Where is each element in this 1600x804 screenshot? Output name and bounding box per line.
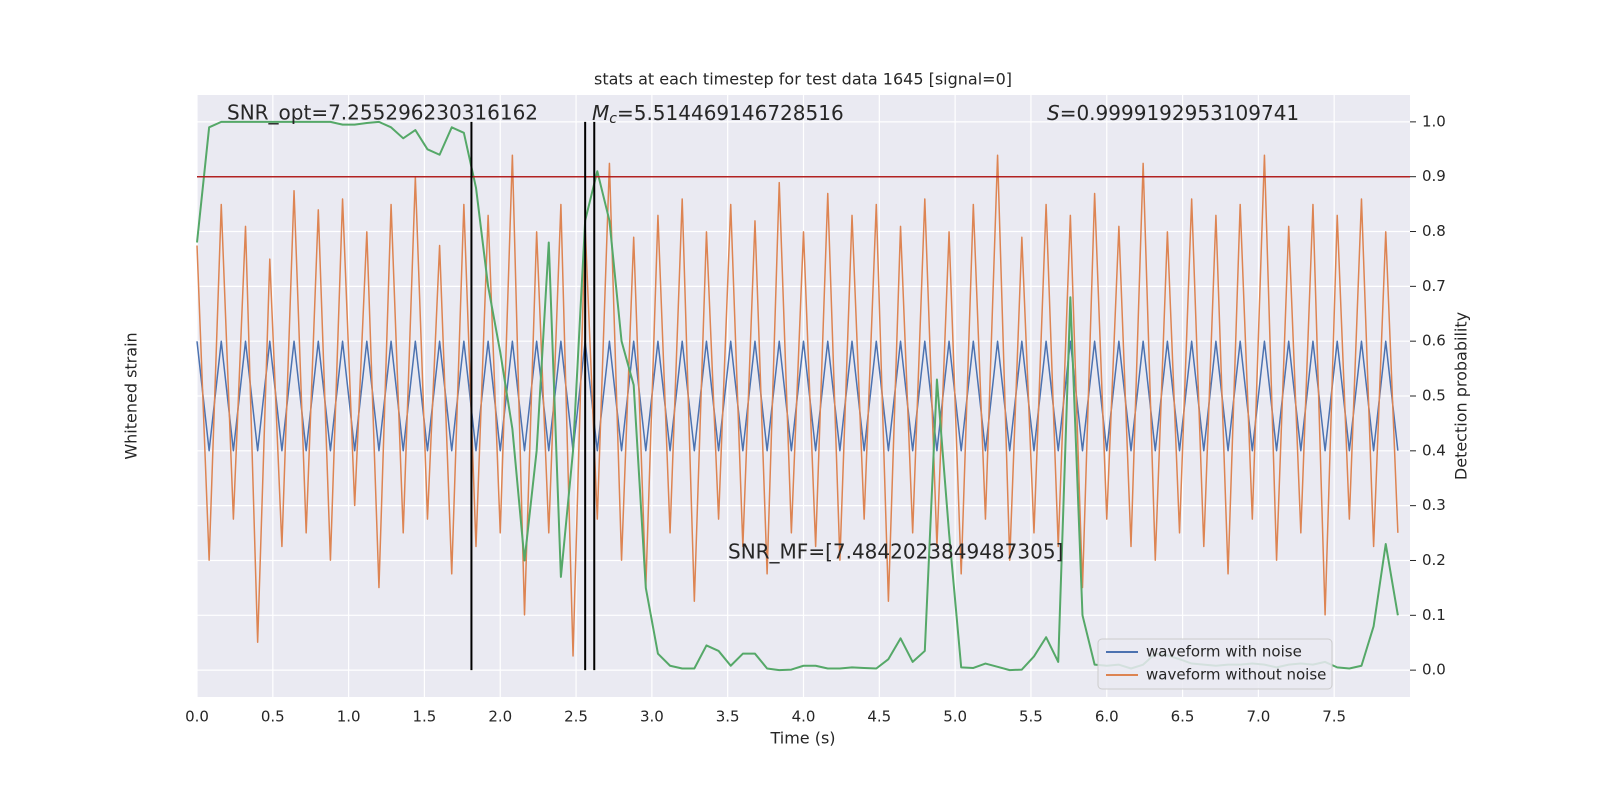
y2-tick-label: 0.1 bbox=[1422, 606, 1446, 624]
x-tick-label: 1.5 bbox=[413, 708, 437, 726]
x-tick-label: 1.0 bbox=[337, 708, 361, 726]
x-tick-label: 3.0 bbox=[640, 708, 664, 726]
x-tick-label: 6.0 bbox=[1095, 708, 1119, 726]
annotation-symbol: S bbox=[1047, 101, 1060, 125]
annotation: Mc=5.514469146728516 bbox=[592, 101, 844, 128]
x-tick-label: 0.5 bbox=[261, 708, 285, 726]
annotation: SNR_opt=7.255296230316162 bbox=[227, 101, 538, 125]
y2-tick-label: 0.7 bbox=[1422, 277, 1446, 295]
x-tick-label: 5.5 bbox=[1019, 708, 1043, 726]
y2-tick-label: 0.5 bbox=[1422, 387, 1446, 405]
y2-tick-label: 0.4 bbox=[1422, 441, 1446, 459]
x-tick-label: 6.5 bbox=[1171, 708, 1195, 726]
x-tick-label: 3.5 bbox=[716, 708, 740, 726]
y2-tick-label: 0.3 bbox=[1422, 496, 1446, 514]
y2-tick-label: 1.0 bbox=[1422, 112, 1446, 130]
y2-axis-label: Detection probability bbox=[1452, 312, 1471, 480]
x-tick-label: 2.5 bbox=[564, 708, 588, 726]
y2-tick-label: 0.8 bbox=[1422, 222, 1446, 240]
legend-label: waveform with noise bbox=[1146, 643, 1302, 661]
y2-tick-label: 0.0 bbox=[1422, 661, 1446, 679]
y2-tick-label: 0.9 bbox=[1422, 167, 1446, 185]
y2-tick-label: 0.6 bbox=[1422, 332, 1446, 350]
annotation-text: =0.9999192953109741 bbox=[1060, 101, 1299, 125]
chart-title: stats at each timestep for test data 164… bbox=[594, 70, 1012, 89]
y2-tick-label: 0.2 bbox=[1422, 551, 1446, 569]
y-axis-label: Whitened strain bbox=[122, 332, 141, 459]
x-tick-label: 0.0 bbox=[185, 708, 209, 726]
legend: waveform with noise waveform without nois… bbox=[1097, 638, 1333, 690]
x-tick-label: 4.5 bbox=[867, 708, 891, 726]
annotation-subscript: c bbox=[609, 111, 617, 127]
annotation-symbol: M bbox=[592, 101, 609, 125]
x-tick-label: 4.0 bbox=[792, 708, 816, 726]
x-tick-label: 2.0 bbox=[488, 708, 512, 726]
annotation: SNR_MF=[7.484202384948730​5] bbox=[728, 540, 1063, 564]
annotation-text: =5.514469146728516 bbox=[617, 101, 844, 125]
x-tick-label: 7.0 bbox=[1246, 708, 1270, 726]
legend-box bbox=[1097, 638, 1333, 690]
x-axis-label: Time (s) bbox=[769, 729, 835, 748]
series-line bbox=[196, 154, 1399, 657]
x-tick-label: 7.5 bbox=[1322, 708, 1346, 726]
x-tick-label: 5.0 bbox=[943, 708, 967, 726]
legend-label: waveform without noise bbox=[1146, 666, 1326, 684]
annotation: S=0.9999192953109741 bbox=[1047, 101, 1299, 125]
